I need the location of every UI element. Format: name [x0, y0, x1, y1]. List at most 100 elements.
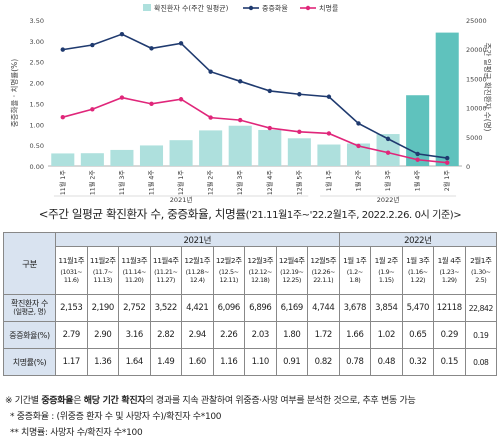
table-cell: 2.90 — [86, 321, 119, 349]
week-range: 12.11) — [219, 276, 239, 285]
severity-line — [62, 33, 448, 159]
left-axis-label: 중증화율 · 치명률(%) — [9, 59, 19, 128]
week-range: 11.27) — [156, 276, 176, 285]
table-cell: 2.26 — [212, 321, 245, 349]
table-cell: 2.03 — [244, 321, 277, 349]
legend-label-cases: 확진환자 수(주간 일평균) — [154, 4, 229, 13]
table-row: 치명률(%) 1.17 1.36 1.64 1.49 1.60 1.16 1.10 0.91 0.… — [3, 348, 498, 376]
footnote-3: ** 치명률: 사망자 수/확진자 수*100 — [10, 428, 143, 438]
case-bar — [51, 153, 75, 166]
right-tick-label: 25000 — [466, 17, 487, 25]
case-bar — [287, 138, 311, 166]
severity-point — [90, 42, 95, 48]
week-label: 1월 2주 — [374, 255, 399, 265]
week-range: 12.18) — [251, 276, 270, 285]
week-label: 1월 4주 — [437, 255, 462, 265]
week-range: (1.23~ — [439, 267, 460, 276]
x-tick-label: 1월 1주 — [325, 170, 333, 192]
fatality-point — [356, 143, 361, 149]
left-tick-label: 2.00 — [30, 80, 44, 88]
table-cell: 0.29 — [433, 321, 466, 349]
right-axis-label: 주간 일평균 확진환자 수(명) — [483, 43, 493, 132]
week-range: (1.9~ — [378, 267, 395, 276]
table-cell: 1.10 — [244, 348, 277, 376]
footnote-1: ※ 기간별 중증화율은 해당 기간 확진자의 경과를 지속 관찰하여 위중증·사… — [5, 396, 416, 406]
week-range: (12.5~ — [218, 267, 239, 276]
table-week-cell: 12월3주 (12.12~ 12.18) — [244, 246, 277, 295]
stats-table: 구분 2021년 2022년 11월1주 (1031~ 11.6) 11월2주 (11.… — [3, 232, 498, 376]
year-label-2022: 2022년 — [377, 195, 400, 204]
fatality-point — [326, 131, 332, 136]
fatality-line — [62, 96, 448, 164]
table-cell: 1.80 — [275, 321, 308, 349]
fatality-point — [149, 101, 154, 107]
table-week-cell: 1월 4주 (1.23~ 1.29) — [433, 246, 466, 295]
left-tick-label: 3.50 — [30, 17, 44, 25]
week-range: 1.8) — [349, 276, 361, 285]
x-tick-label: 11월 3주 — [118, 170, 126, 195]
table-cell: 0.15 — [433, 348, 466, 376]
table-cell: 1.72 — [307, 321, 340, 349]
fatality-point — [90, 107, 95, 112]
case-bar — [110, 149, 134, 166]
x-tick-label: 12월 1주 — [177, 170, 185, 195]
week-range: (1.16~ — [407, 267, 428, 276]
table-cell: 1.16 — [212, 348, 245, 376]
week-range: (12.26~ — [311, 267, 336, 276]
row-label-line: 중증화율(%) — [9, 330, 50, 340]
table-cell: 0.08 — [464, 348, 498, 376]
fatality-point — [297, 129, 302, 134]
severity-point — [119, 31, 125, 37]
table-week-cell: 11월3주 (11.14~ 11.20) — [118, 246, 151, 295]
week-label: 12월2주 — [215, 255, 242, 265]
footnote-2: * 중증화율 : (위중증 환자 수 및 사망자 수)/확진자 수*100 — [10, 412, 222, 422]
severity-point — [297, 92, 302, 97]
table-week-cell: 1월 3주 (1.16~ 1.22) — [401, 246, 435, 295]
x-tick-label: 2월 1주 — [443, 170, 451, 192]
severity-point — [208, 69, 213, 74]
severity-point — [385, 136, 391, 142]
year-label-2021: 2021년 — [170, 195, 193, 204]
legend-label-severity: 중증화율 — [262, 5, 288, 13]
table-cell: 4,421 — [181, 294, 214, 322]
caption-sub: ('21.11월1주~'22.2월1주, 2022.2.26. 0시 기준)> — [245, 210, 462, 221]
x-tick-label: 11월 4주 — [148, 170, 156, 195]
case-bar — [228, 125, 252, 166]
table-cell: 3,522 — [149, 294, 182, 322]
row-label: 치명률(%) — [3, 348, 56, 376]
right-tick-label: 15000 — [466, 75, 487, 83]
left-tick-label: 0.00 — [30, 163, 44, 171]
week-label: 1월 1주 — [343, 255, 367, 265]
case-bar — [139, 145, 164, 166]
week-range: 11.13) — [93, 276, 113, 285]
table-cell: 2,190 — [86, 294, 119, 322]
legend-label-fatality: 치명률 — [319, 4, 339, 13]
fatality-point — [119, 95, 125, 100]
x-tick-label: 12월 2주 — [207, 170, 215, 195]
week-range: 11.6) — [63, 276, 79, 285]
week-range: 1.29) — [441, 276, 457, 285]
case-bar — [199, 130, 223, 166]
table-cell: 0.19 — [464, 321, 498, 349]
table-cell: 1.02 — [370, 321, 403, 349]
week-label: 1월 3주 — [406, 255, 430, 265]
week-range: (11.21~ — [154, 267, 178, 276]
table-cell: 2,153 — [55, 294, 88, 322]
table-cell: 3.16 — [118, 321, 151, 349]
severity-point — [326, 94, 332, 99]
row-label: 중증화율(%) — [3, 321, 56, 349]
table-year-row: 구분 2021년 2022년 — [3, 232, 498, 295]
caption-main: <주간 일평균 확진환자 수, 중증화율, 치명률 — [38, 207, 246, 221]
week-range: (1031~ — [60, 267, 83, 276]
table-cell: 0.48 — [370, 348, 403, 376]
fatality-point — [415, 157, 420, 162]
case-bar — [346, 143, 371, 166]
table-week-cell: 12월4주 (12.19~ 12.25) — [275, 246, 308, 295]
case-bar — [317, 144, 341, 166]
fatality-point — [445, 160, 450, 165]
table-cell: 2.82 — [149, 321, 182, 349]
table-year-2021: 2021년 — [55, 232, 340, 247]
x-tick-label: 11월 1주 — [59, 170, 67, 195]
legend-marker-severity — [248, 5, 254, 11]
week-label: 11월1주 — [58, 255, 85, 265]
